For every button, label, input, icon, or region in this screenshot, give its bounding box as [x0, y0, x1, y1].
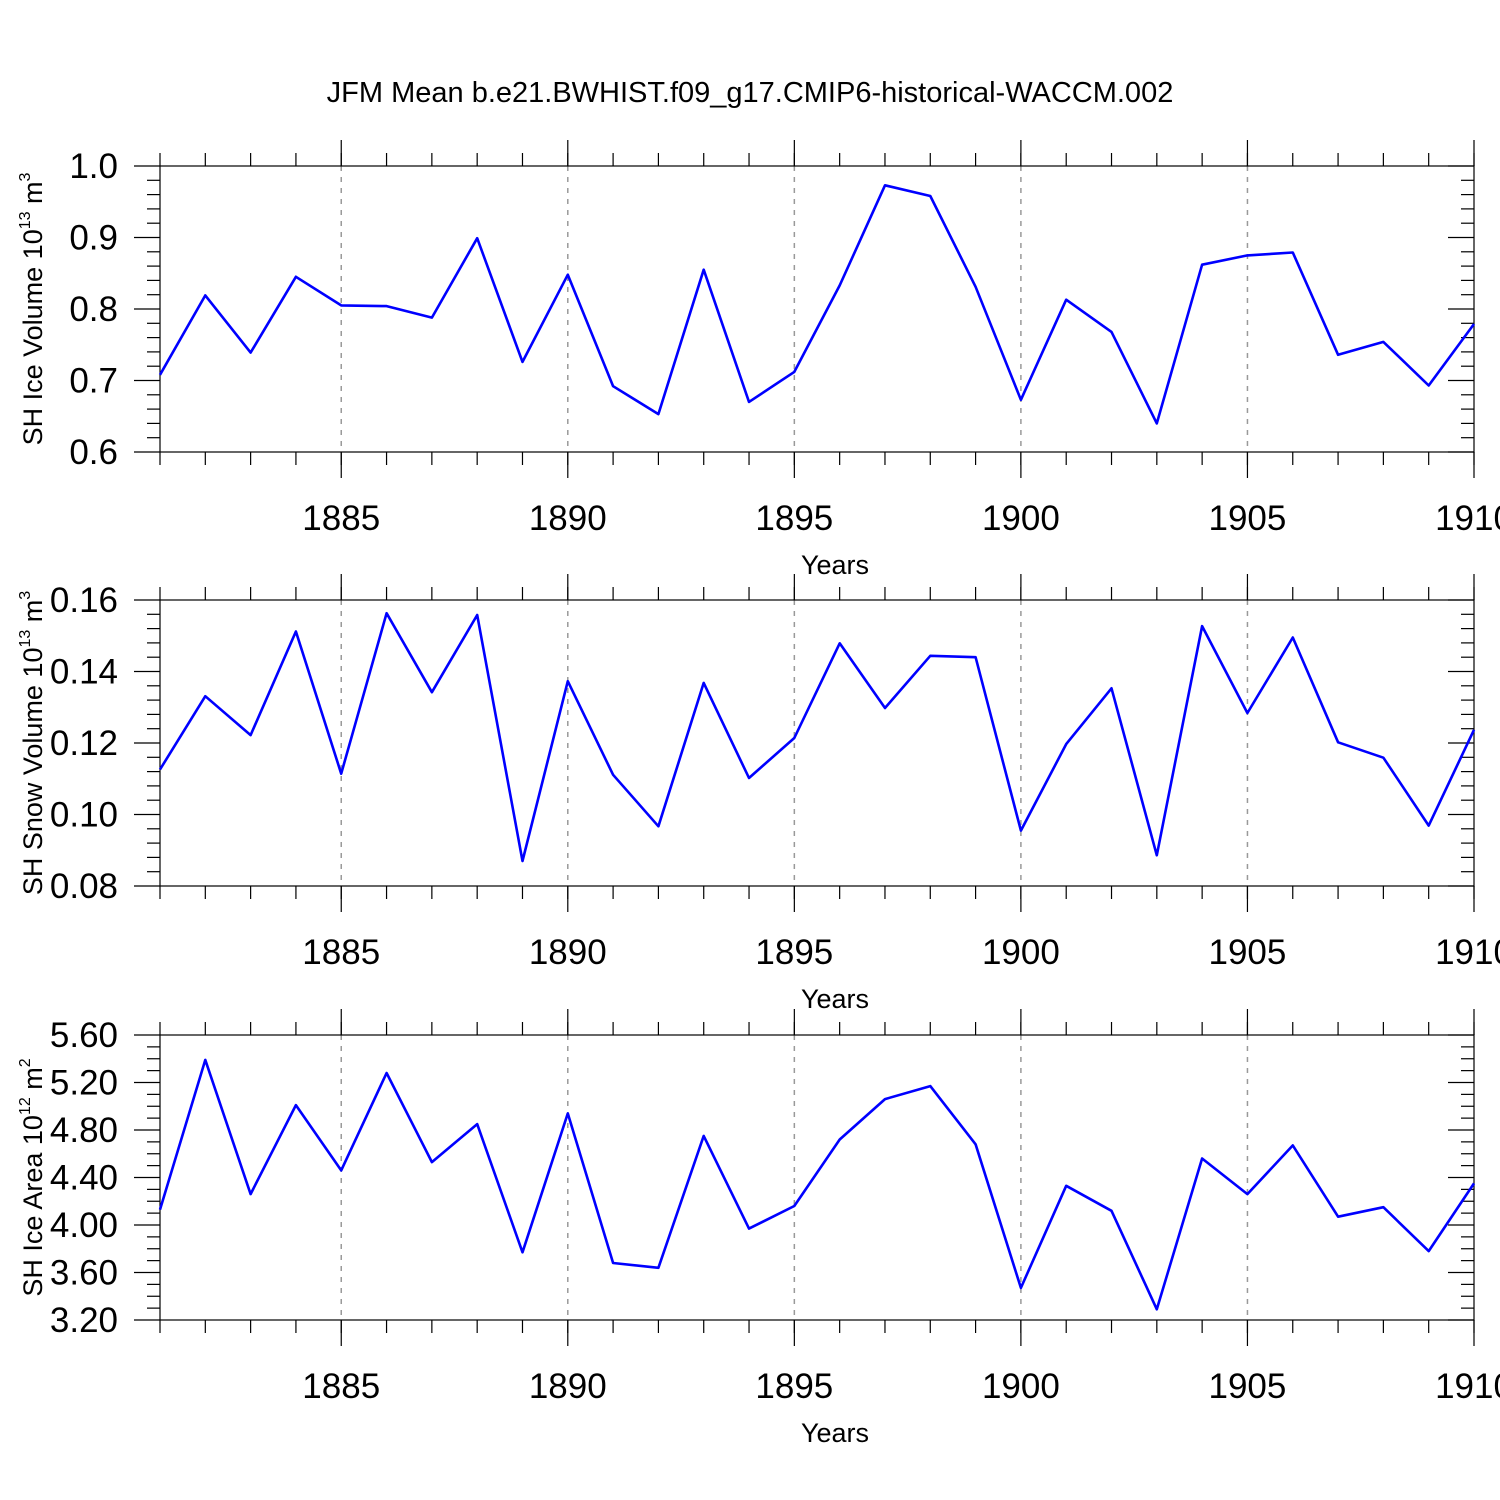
plot-frame	[159, 165, 1475, 453]
x-axis-label: Years	[801, 550, 869, 580]
x-tick-label: 1900	[982, 1367, 1060, 1406]
y-tick-label: 0.16	[50, 581, 118, 620]
x-tick-label: 1890	[529, 933, 607, 972]
x-tick-label: 1900	[982, 499, 1060, 538]
y-tick-label: 0.08	[50, 867, 118, 906]
x-tick-label: 1900	[982, 933, 1060, 972]
y-axis-label-exponent: 13	[17, 211, 34, 229]
y-axis-label-unit: m	[18, 1067, 48, 1097]
y-axis-label-unit: m	[18, 181, 48, 211]
y-axis-label-exponent: 13	[17, 630, 34, 648]
y-tick-label: 0.10	[50, 796, 118, 835]
x-axis-label: Years	[801, 984, 869, 1014]
y-axis-label-unit-exponent: 3	[17, 591, 34, 600]
series-line	[158, 184, 1476, 425]
x-tick-label: 1905	[1209, 499, 1287, 538]
y-axis-label-base: SH Ice Volume 10	[18, 229, 48, 445]
series-line	[158, 611, 1476, 863]
y-axis-label-unit: m	[18, 600, 48, 630]
y-tick-label: 5.20	[50, 1064, 118, 1103]
y-axis-label: SH Ice Volume 1013 m3	[17, 172, 48, 445]
x-tick-label: 1905	[1209, 1367, 1287, 1406]
y-axis-label-base: SH Snow Volume 10	[18, 648, 48, 896]
x-tick-label: 1885	[302, 933, 380, 972]
plot-frame	[159, 599, 1475, 887]
y-tick-label: 0.7	[69, 362, 118, 401]
series-line	[158, 1058, 1476, 1311]
y-axis-label-base: SH Ice Area 10	[18, 1115, 48, 1297]
y-axis-label-unit-exponent: 2	[17, 1058, 34, 1067]
figure-title: JFM Mean b.e21.BWHIST.f09_g17.CMIP6-hist…	[327, 77, 1174, 109]
x-tick-label: 1895	[755, 499, 833, 538]
y-axis-label: SH Snow Volume 1013 m3	[17, 591, 48, 895]
y-tick-label: 3.60	[50, 1254, 118, 1293]
x-tick-label: 1895	[755, 1367, 833, 1406]
x-axis-label: Years	[801, 1418, 869, 1448]
x-tick-label: 1905	[1209, 933, 1287, 972]
y-axis-label-exponent: 12	[17, 1097, 34, 1115]
y-tick-label: 0.12	[50, 724, 118, 763]
y-tick-label: 4.80	[50, 1111, 118, 1150]
x-tick-label: 1885	[302, 1367, 380, 1406]
y-tick-label: 4.40	[50, 1159, 118, 1198]
y-tick-label: 0.8	[69, 290, 118, 329]
y-axis-label-unit-exponent: 3	[17, 172, 34, 181]
y-tick-label: 4.00	[50, 1206, 118, 1245]
x-tick-label: 1885	[302, 499, 380, 538]
y-axis-label: SH Ice Area 1012 m2	[17, 1058, 48, 1296]
x-tick-label: 1890	[529, 1367, 607, 1406]
x-tick-label: 1895	[755, 933, 833, 972]
y-tick-label: 0.9	[69, 219, 118, 258]
y-tick-label: 0.14	[50, 653, 118, 692]
y-tick-label: 3.20	[50, 1301, 118, 1340]
y-tick-label: 5.60	[50, 1016, 118, 1055]
y-tick-label: 0.6	[69, 433, 118, 472]
plot-frame	[159, 1034, 1475, 1321]
y-tick-label: 1.0	[69, 147, 118, 186]
x-tick-label: 1890	[529, 499, 607, 538]
